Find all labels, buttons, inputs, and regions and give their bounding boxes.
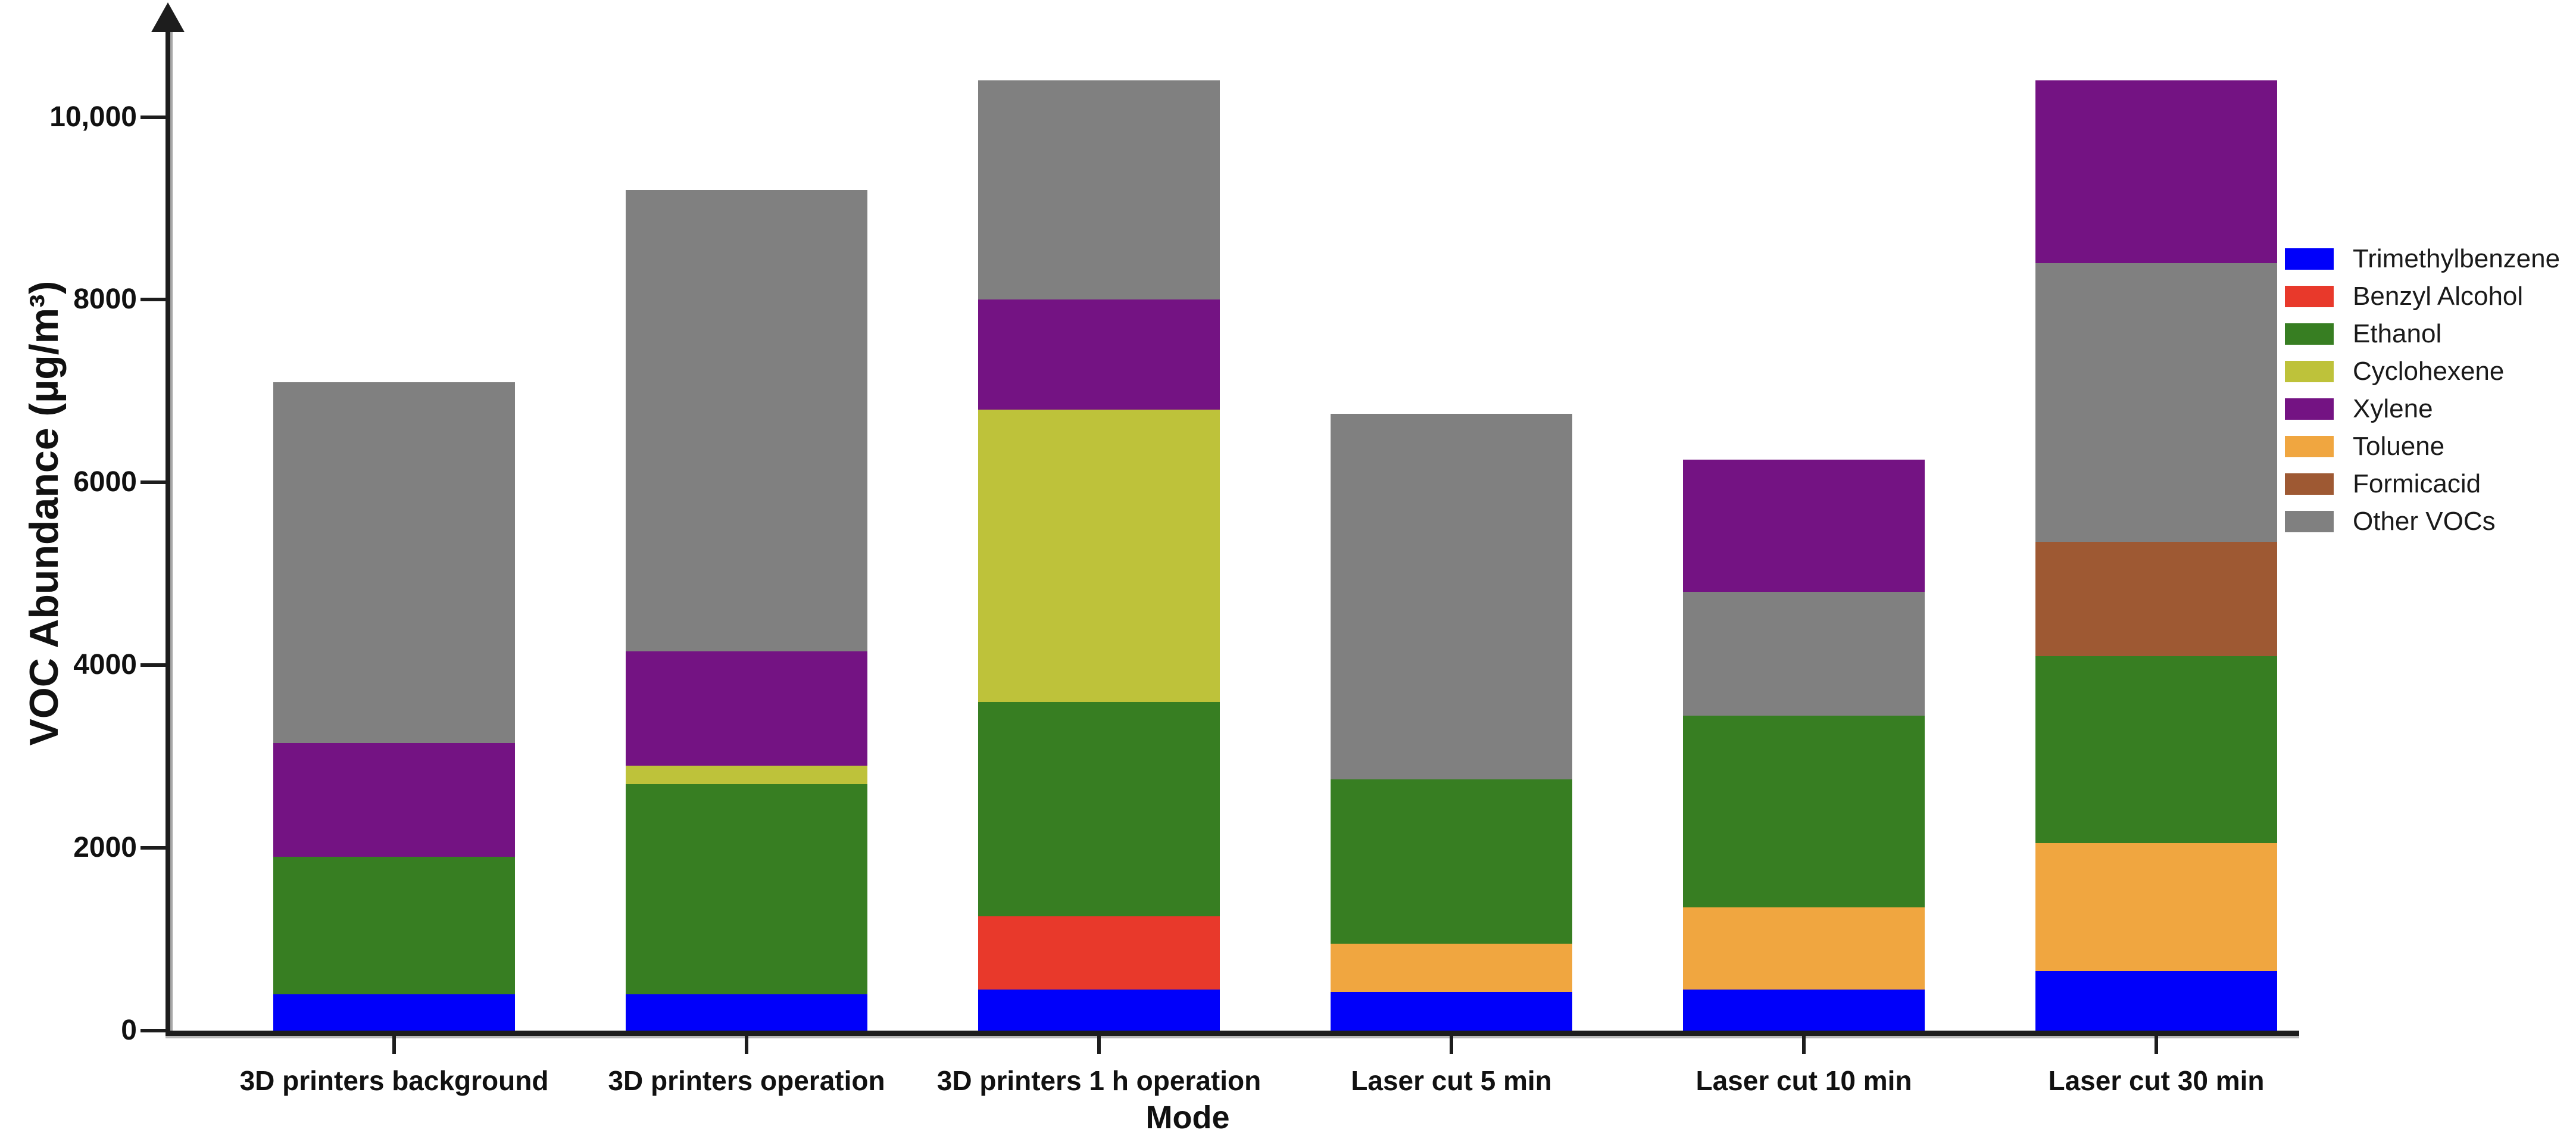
bar-segment-ethanol: [1331, 779, 1572, 944]
bar-segment-trimethylbenzene: [273, 994, 515, 1031]
x-category-label: Laser cut 10 min: [1696, 1065, 1912, 1096]
bar-segment-ethanol: [978, 701, 1220, 917]
legend-swatch-icon: [2285, 248, 2334, 270]
bar-segment-trimethylbenzene: [626, 994, 867, 1031]
bar-segment-trimethylbenzene: [1683, 989, 1925, 1031]
bar-segment-trimethylbenzene: [978, 989, 1220, 1031]
legend-label: Cyclohexene: [2353, 357, 2505, 386]
bar-segment-other-vocs: [626, 190, 867, 652]
bar-segment-other-vocs: [1683, 592, 1925, 716]
legend-row-formicacid: Formicacid: [2285, 469, 2560, 498]
x-tick-5: [1802, 1036, 1806, 1054]
legend-row-ethanol: Ethanol: [2285, 319, 2560, 348]
y-tick-2000: [140, 846, 168, 850]
bar-segment-cyclohexene: [626, 765, 867, 784]
legend-swatch-icon: [2285, 473, 2334, 495]
bar-segment-toluene: [1331, 944, 1572, 992]
x-category-label: 3D printers operation: [608, 1065, 885, 1096]
bar-segment-xylene: [626, 651, 867, 766]
bar-segment-ethanol: [626, 784, 867, 994]
bar-segment-other-vocs: [1331, 414, 1572, 779]
legend-swatch-icon: [2285, 323, 2334, 345]
x-tick-4: [1450, 1036, 1453, 1054]
x-category-label: 3D printers background: [239, 1065, 549, 1096]
bar-segment-ethanol: [2035, 656, 2277, 844]
y-tick-label-4000: 4000: [73, 649, 137, 681]
legend-label: Xylene: [2353, 394, 2433, 423]
legend-swatch-icon: [2285, 436, 2334, 457]
y-tick-6000: [140, 480, 168, 485]
x-tick-2: [745, 1036, 748, 1054]
x-tick-6: [2155, 1036, 2158, 1054]
x-axis-title: Mode: [1145, 1100, 1230, 1135]
y-tick-0: [140, 1029, 168, 1032]
bar-segment-ethanol: [273, 857, 515, 994]
bar-segment-benzyl-alcohol: [978, 916, 1220, 990]
y-tick-label-6000: 6000: [73, 466, 137, 498]
bar-segment-other-vocs: [2035, 263, 2277, 542]
legend-label: Toluene: [2353, 432, 2445, 461]
y-tick-4000: [140, 663, 168, 667]
y-axis-line: [166, 18, 170, 1036]
legend-label: Ethanol: [2353, 319, 2442, 348]
bar-segment-other-vocs: [273, 382, 515, 743]
legend-row-benzyl-alcohol: Benzyl Alcohol: [2285, 282, 2560, 311]
legend-row-cyclohexene: Cyclohexene: [2285, 357, 2560, 386]
bar-segment-trimethylbenzene: [2035, 971, 2277, 1031]
bar-segment-trimethylbenzene: [1331, 991, 1572, 1031]
legend-row-trimethylbenzene: Trimethylbenzene: [2285, 244, 2561, 273]
bar-segment-cyclohexene: [978, 409, 1220, 702]
y-axis-shadow: [170, 18, 173, 1036]
x-category-label: Laser cut 5 min: [1351, 1065, 1552, 1096]
legend-row-toluene: Toluene: [2285, 432, 2560, 461]
y-tick-label-10000: 10,000: [49, 101, 137, 133]
y-tick-label-8000: 8000: [73, 283, 137, 316]
legend-row-xylene: Xylene: [2285, 394, 2560, 423]
bar-segment-ethanol: [1683, 715, 1925, 907]
bar-segment-toluene: [1683, 907, 1925, 990]
legend-label: Formicacid: [2353, 469, 2481, 498]
x-category-label: Laser cut 30 min: [2048, 1065, 2265, 1096]
y-axis-arrow-icon: [151, 2, 185, 32]
bar-segment-formicacid: [2035, 542, 2277, 656]
legend-swatch-icon: [2285, 286, 2334, 307]
legend-label: Other VOCs: [2353, 507, 2496, 536]
x-axis-line: [166, 1031, 2299, 1036]
y-tick-label-2000: 2000: [73, 832, 137, 864]
legend-swatch-icon: [2285, 398, 2334, 420]
y-tick-8000: [140, 298, 168, 302]
legend: Trimethylbenzene Benzyl Alcohol Ethanol Cyc…: [2285, 244, 2561, 536]
legend-swatch-icon: [2285, 511, 2334, 532]
legend-label: Benzyl Alcohol: [2353, 282, 2524, 311]
bar-segment-xylene: [273, 742, 515, 857]
legend-label: Trimethylbenzene: [2353, 244, 2561, 273]
legend-row-other-vocs: Other VOCs: [2285, 507, 2560, 536]
y-tick-label-0: 0: [121, 1015, 137, 1046]
x-category-label: 3D printers 1 h operation: [936, 1065, 1262, 1096]
y-tick-10000: [140, 115, 168, 119]
x-axis-shadow: [166, 1036, 2299, 1038]
legend-swatch-icon: [2285, 361, 2334, 382]
bar-segment-toluene: [2035, 843, 2277, 972]
x-tick-3: [1097, 1036, 1101, 1054]
x-tick-1: [392, 1036, 396, 1054]
bar-segment-xylene: [2035, 80, 2277, 263]
bar-segment-other-vocs: [978, 80, 1220, 300]
bar-segment-xylene: [978, 299, 1220, 410]
bar-segment-xylene: [1683, 459, 1925, 592]
